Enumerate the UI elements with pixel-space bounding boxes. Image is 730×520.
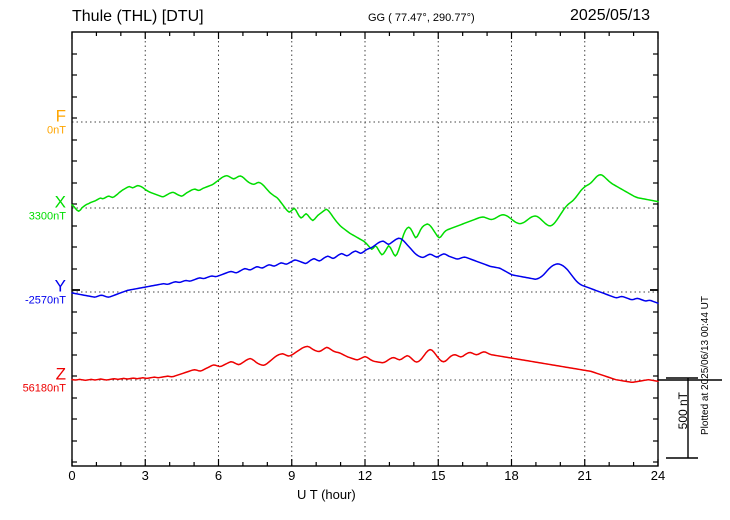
x-tick-label-12: 12 [357,468,373,483]
channel-label-x: X 3300nT [0,193,66,222]
x-tick-label-3: 3 [141,468,149,483]
x-tick-label-15: 15 [431,468,446,483]
observation-date: 2025/05/13 [570,7,651,24]
channel-label-f: F 0nT [0,107,66,136]
channel-symbol-y: Y [54,276,66,296]
channel-symbol-x: X [54,192,66,212]
channel-baseline-x: 3300nT [28,210,66,223]
geographic-coordinates: GG ( 77.47°, 290.77°) [368,12,475,24]
x-tick-label-6: 6 [214,468,223,483]
x-tick-label-18: 18 [504,468,519,483]
x-axis-label: U T (hour) [297,487,356,502]
plotted-at-timestamp: Plotted at 2025/06/13 00:44 UT [700,296,711,435]
scale-bar-label: 500 nT [676,392,690,430]
page-title: Thule (THL) [DTU] [72,8,204,25]
x-tick-label-9: 9 [288,468,296,483]
x-tick-label-0: 0 [68,468,76,483]
channel-label-y: Y -2570nT [0,277,66,306]
x-tick-label-21: 21 [577,468,592,483]
channel-baseline-y: -2570nT [25,294,66,307]
channel-symbol-z: Z [55,364,66,384]
channel-label-z: Z 56180nT [0,365,66,394]
channel-symbol-f: F [55,106,66,126]
channel-baseline-f: 0nT [47,124,66,137]
x-tick-label-24: 24 [650,468,666,483]
channel-baseline-z: 56180nT [22,382,66,395]
